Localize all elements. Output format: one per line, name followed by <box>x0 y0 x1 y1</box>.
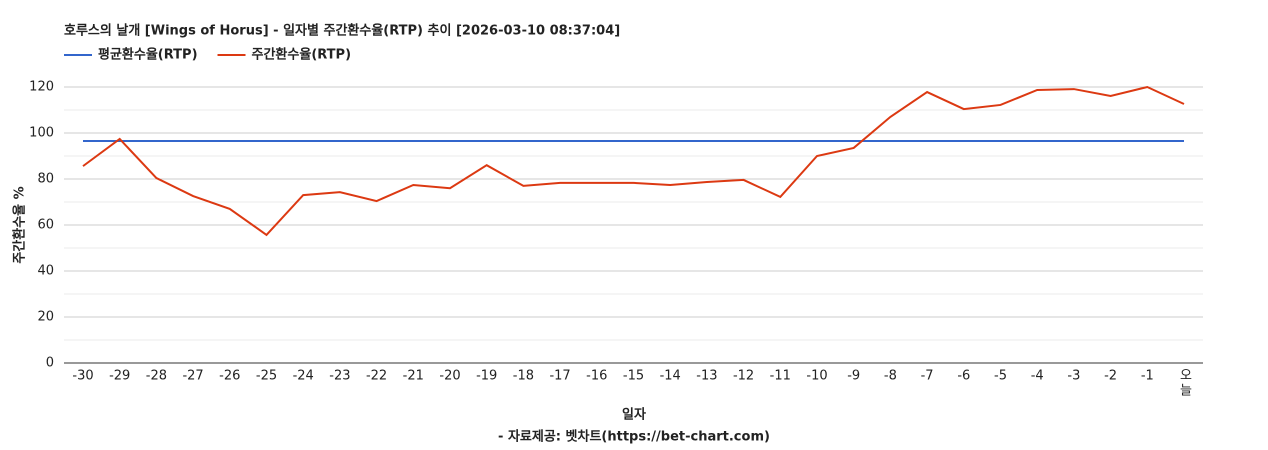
x-tick-label: -8 <box>884 369 897 384</box>
x-tick-label: -23 <box>329 369 350 384</box>
x-tick-label: -13 <box>696 369 717 384</box>
x-tick-label: -6 <box>957 369 970 384</box>
legend-label: 주간환수율(RTP) <box>252 47 352 63</box>
x-tick-label: -15 <box>623 369 644 384</box>
x-tick-label: -21 <box>403 369 424 384</box>
x-tick-label: -7 <box>921 369 934 384</box>
x-axis-label: 일자 <box>622 408 646 423</box>
series-line <box>82 85 1185 237</box>
x-tick-label: -5 <box>994 369 1007 384</box>
y-tick-label: 0 <box>46 356 54 371</box>
x-tick-label: -1 <box>1141 369 1154 384</box>
legend-label: 평균환수율(RTP) <box>98 47 198 63</box>
x-tick-label: -30 <box>72 369 93 384</box>
x-tick-label: -16 <box>586 369 607 384</box>
x-tick-label: -11 <box>770 369 791 384</box>
x-tick-label: -9 <box>847 369 860 384</box>
x-tick-label: -4 <box>1031 369 1044 384</box>
x-tick-label: -26 <box>219 369 240 384</box>
x-tick-label: -14 <box>660 369 681 384</box>
x-tick-label: -17 <box>549 369 570 384</box>
x-tick-label: -19 <box>476 369 497 384</box>
x-tick-label: -2 <box>1104 369 1117 384</box>
y-tick-label: 60 <box>37 218 54 233</box>
source: - 자료제공: 벳차트(https://bet-chart.com) <box>498 429 770 445</box>
y-tick-label: 40 <box>37 264 54 279</box>
x-tick-label: 오늘 <box>1177 368 1192 398</box>
y-tick-label: 80 <box>37 172 54 187</box>
x-tick-label: -25 <box>256 369 277 384</box>
y-axis-label: 주간환수율 % <box>12 186 28 263</box>
x-tick-label: -29 <box>109 369 130 384</box>
x-tick-label: -18 <box>513 369 534 384</box>
x-tick-label: -3 <box>1067 369 1080 384</box>
x-tick-label: -27 <box>182 369 203 384</box>
x-tick-label: -10 <box>806 369 827 384</box>
y-tick-label: 20 <box>37 310 54 325</box>
x-tick-label: -24 <box>293 369 314 384</box>
x-tick-label: -28 <box>146 369 167 384</box>
y-tick-label: 120 <box>29 80 54 95</box>
y-tick-label: 100 <box>29 126 54 141</box>
x-tick-label: -12 <box>733 369 754 384</box>
x-tick-label: -22 <box>366 369 387 384</box>
chart-title: 호루스의 날개 [Wings of Horus] - 일자별 주간환수율(RTP… <box>64 23 620 39</box>
x-tick-label: -20 <box>439 369 460 384</box>
